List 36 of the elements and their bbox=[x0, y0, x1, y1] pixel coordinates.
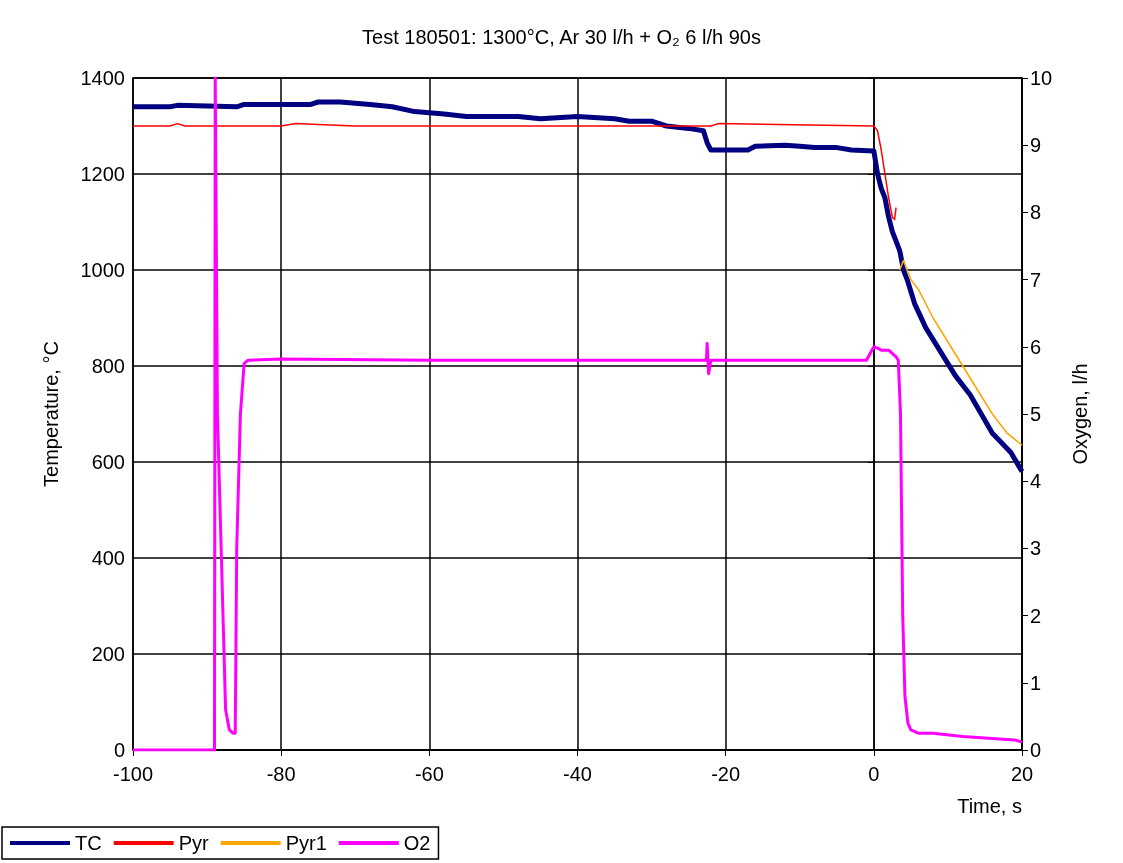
x-tick-label: -60 bbox=[414, 763, 444, 785]
y-tick-label: 600 bbox=[91, 451, 125, 473]
y-tick-label: 0 bbox=[113, 739, 125, 761]
x-tick-label: -80 bbox=[266, 763, 296, 785]
legend-label: TC bbox=[75, 832, 102, 854]
legend-label: Pyr bbox=[178, 832, 209, 854]
y2-tick-label: 5 bbox=[1030, 403, 1042, 425]
legend-label: O2 bbox=[403, 832, 431, 854]
y2-tick-label: 3 bbox=[1030, 537, 1042, 560]
chart-title: Test 180501: 1300°C, Ar 30 l/h + O₂ 6 l/h 90s bbox=[362, 26, 761, 48]
x-tick-label: 20 bbox=[1010, 763, 1034, 785]
y2-tick-label: 2 bbox=[1030, 604, 1042, 627]
y-tick-label: 400 bbox=[91, 547, 125, 569]
x-tick-label: -100 bbox=[112, 763, 154, 785]
y2-tick-label: 4 bbox=[1030, 470, 1042, 493]
line-series bbox=[899, 259, 1023, 446]
x-tick-label: 0 bbox=[868, 763, 880, 785]
y2-tick-label: 10 bbox=[1030, 67, 1053, 89]
x-tick-label: -20 bbox=[711, 763, 741, 785]
x-tick-label: -40 bbox=[563, 763, 592, 785]
x-axis-title: Time, s bbox=[957, 795, 1022, 817]
y-tick-label: 1400 bbox=[80, 67, 125, 89]
line-series bbox=[132, 122, 897, 221]
y2-tick-label: 9 bbox=[1030, 134, 1042, 157]
y-tick-label: 1200 bbox=[80, 163, 125, 185]
y-tick-label: 1000 bbox=[80, 259, 125, 281]
y-tick-label: 200 bbox=[91, 643, 125, 665]
y2-tick-label: 0 bbox=[1030, 739, 1042, 761]
y2-tick-label: 6 bbox=[1030, 335, 1042, 358]
legend-label: Pyr1 bbox=[285, 832, 327, 854]
y2-tick-label: 7 bbox=[1030, 268, 1042, 291]
y-axis-title: Temperature, °C bbox=[40, 341, 62, 487]
y2-tick-label: 8 bbox=[1030, 201, 1042, 224]
y-tick-label: 800 bbox=[91, 355, 125, 377]
y2-axis-title: Oxygen, l/h bbox=[1069, 363, 1091, 465]
y2-tick-label: 1 bbox=[1030, 671, 1042, 694]
